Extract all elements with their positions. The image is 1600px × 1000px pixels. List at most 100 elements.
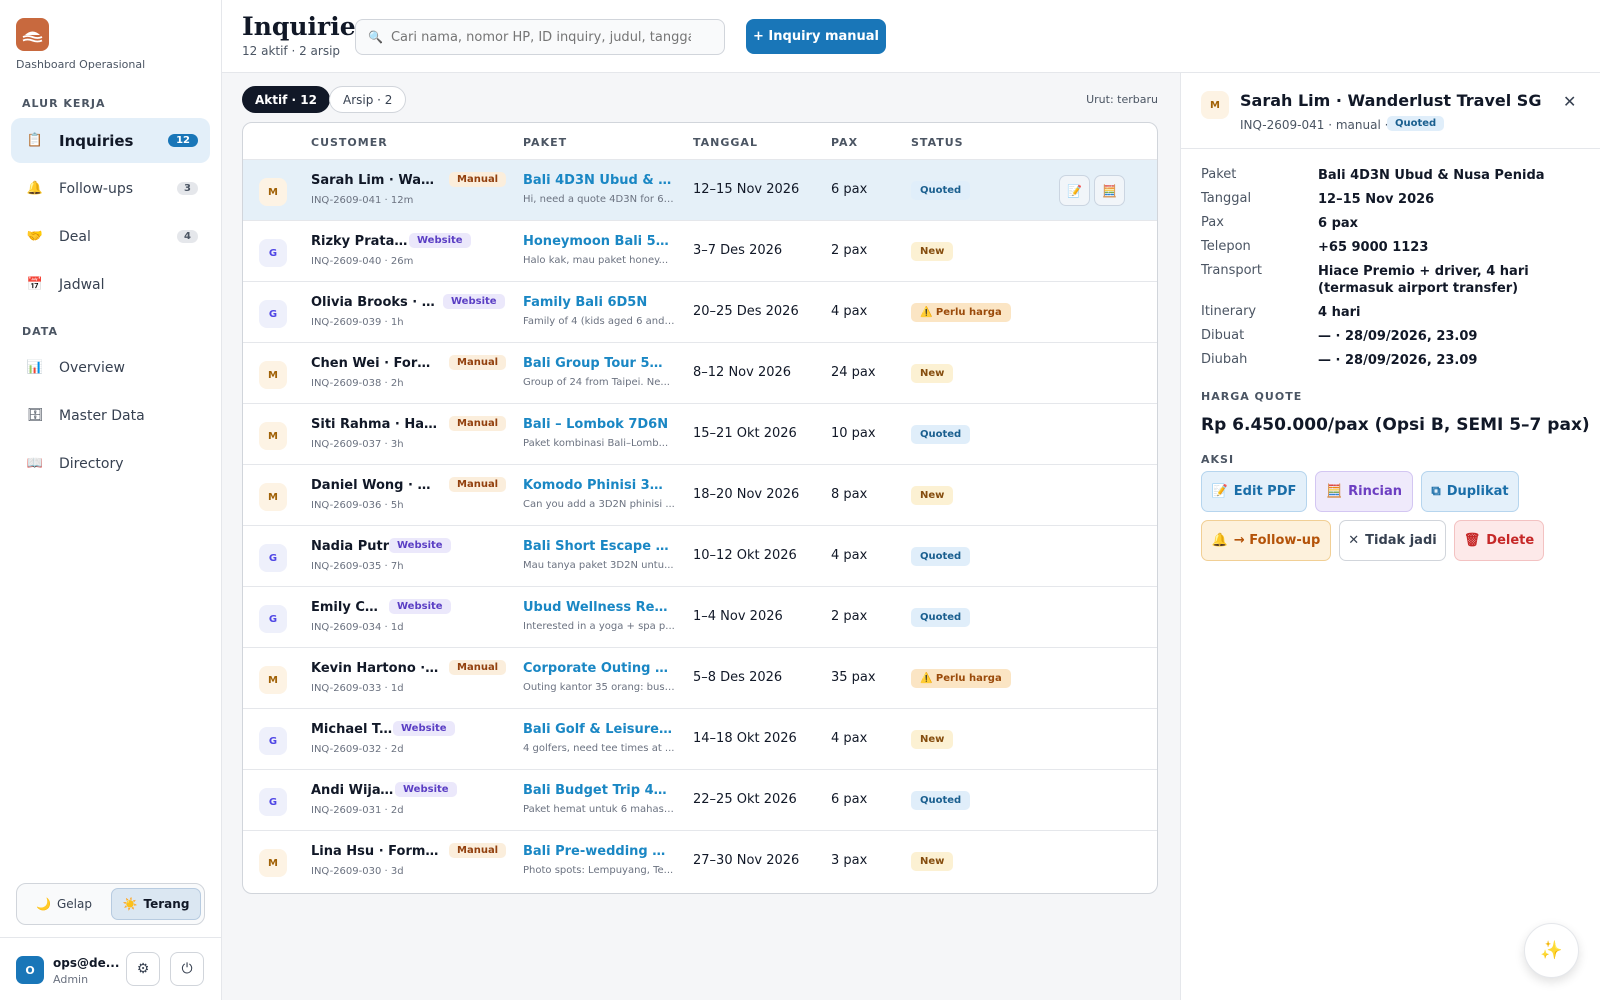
copy-icon: ⧉ [1431,484,1441,499]
follow-up-button[interactable]: 🔔 → Follow-up [1201,520,1331,561]
package-link[interactable]: Komodo Phinisi 3D2N ... [523,478,673,493]
package-link[interactable]: Bali Golf & Leisure 5D4N [523,722,673,737]
sidebar-item-directory[interactable]: 📖 Directory [11,441,210,486]
customer-name: Rizky Pratama [311,234,411,249]
trip-date: 3–7 Des 2026 [693,243,783,258]
table-row[interactable]: M Daniel Wong · Born... Manual INQ-2609-… [243,465,1157,526]
sidebar-item-overview[interactable]: 📊 Overview [11,345,210,390]
package-desc: Family of 4 (kids aged 6 and ... [523,316,675,327]
new-inquiry-button[interactable]: + Inquiry manual [746,19,886,54]
sidebar: Dashboard Operasional ALUR KERJA 📋 Inqui… [0,0,222,1000]
pax-count: 4 pax [831,304,868,319]
price-section-heading: HARGA QUOTE [1201,390,1303,403]
row-edit-pdf-button[interactable]: 📝 [1059,175,1090,206]
detail-avatar: M [1201,91,1229,119]
pax-count: 3 pax [831,853,868,868]
sidebar-item-inquiries[interactable]: 📋 Inquiries 12 [11,118,210,163]
table-row[interactable]: M Lina Hsu · Formosa ... Manual INQ-2609… [243,831,1157,892]
edit-pdf-label: Edit PDF [1233,484,1297,499]
rincian-button[interactable]: 🧮 Rincian [1315,471,1413,512]
customer-name: Siti Rahma · Harmo... [311,417,439,432]
customer-name: Kevin Hartono · Jak... [311,661,439,676]
package-link[interactable]: Bali Pre-wedding Phot... [523,844,673,859]
table-row[interactable]: M Chen Wei · Formos... Manual INQ-2609-0… [243,343,1157,404]
settings-button[interactable]: ⚙ [126,952,160,986]
edit-pdf-button[interactable]: 📝 Edit PDF [1201,471,1307,512]
duplikat-button[interactable]: ⧉ Duplikat [1421,471,1519,512]
package-link[interactable]: Family Bali 6D5N [523,295,648,310]
row-avatar: G [259,239,287,267]
field-value-transport: Hiace Premio + driver, 4 hari (termasuk … [1318,264,1529,296]
package-desc: Outing kantor 35 orang: bus ... [523,682,675,693]
field-label-paket: Paket [1201,167,1237,182]
row-rincian-button[interactable]: 🧮 [1094,175,1125,206]
count-badge: 4 [177,230,198,243]
table-row[interactable]: M Sarah Lim · Wande... Manual INQ-2609-0… [243,160,1157,221]
source-badge: Website [443,294,505,309]
package-desc: Paket kombinasi Bali–Lomb... [523,438,669,449]
package-link[interactable]: Ubud Wellness Retreat ... [523,600,673,615]
package-link[interactable]: Corporate Outing 4D3N [523,661,673,676]
source-badge: Website [393,721,455,736]
sidebar-item-master-data[interactable]: 🗄 Master Data [11,393,210,438]
field-value-tanggal: 12–15 Nov 2026 [1318,192,1435,207]
sidebar-item-follow-ups[interactable]: 🔔 Follow-ups 3 [11,166,210,211]
search-box[interactable]: 🔍 [355,19,725,55]
abacus-icon: 🧮 [1102,183,1117,198]
trip-date: 20–25 Des 2026 [693,304,799,319]
source-badge: Website [389,538,451,553]
inquiry-id: INQ-2609-033 · 1d [311,683,404,694]
close-button[interactable]: ✕ [1563,92,1576,111]
status-badge: Quoted [911,791,971,810]
col-status[interactable]: STATUS [911,136,964,149]
package-link[interactable]: Bali Budget Trip 4D3N [523,783,673,798]
search-input[interactable] [390,29,691,45]
table-row[interactable]: M Siti Rahma · Harmo... Manual INQ-2609-… [243,404,1157,465]
sort-label[interactable]: Urut: terbaru [1086,93,1158,106]
app-logo[interactable] [16,18,49,51]
bell-icon: 🔔 [26,181,44,196]
table-row[interactable]: G Olivia Brooks · Sou... Website INQ-260… [243,282,1157,343]
inquiry-id: INQ-2609-041 · 12m [311,195,414,206]
row-avatar: G [259,605,287,633]
field-label-pax: Pax [1201,215,1224,230]
tab-aktif[interactable]: Aktif · 12 [242,86,330,113]
avatar[interactable]: O [16,956,44,984]
package-link[interactable]: Bali Group Tour 5D4N [523,356,673,371]
table-row[interactable]: G Michael Tan Website INQ-2609-032 · 2d … [243,709,1157,770]
quote-price: Rp 6.450.000/pax (Opsi B, SEMI 5–7 pax) [1201,415,1590,435]
close-icon: ✕ [1563,92,1577,111]
notepad-icon: 📋 [26,133,44,148]
sidebar-item-deal[interactable]: 🤝 Deal 4 [11,214,210,259]
sidebar-item-label: Inquiries [59,131,134,150]
tab-arsip[interactable]: Arsip · 2 [329,86,407,113]
logout-button[interactable]: ⏻ [170,952,204,986]
package-link[interactable]: Bali Short Escape 3D2N [523,539,673,554]
col-customer[interactable]: CUSTOMER [311,136,388,149]
package-desc: Halo kak, mau paket honey... [523,255,669,266]
table-row[interactable]: M Kevin Hartono · Jak... Manual INQ-2609… [243,648,1157,709]
package-link[interactable]: Bali – Lombok 7D6N [523,417,669,432]
package-desc: Mau tanya paket 3D2N untu... [523,560,674,571]
status-badge: New [911,242,954,261]
theme-dark-button[interactable]: 🌙 Gelap [20,888,108,920]
status-badge: Quoted [911,547,971,566]
delete-button[interactable]: 🗑 Delete [1454,520,1544,561]
col-pax[interactable]: PAX [831,136,859,149]
package-link[interactable]: Honeymoon Bali 5D4N [523,234,673,249]
package-link[interactable]: Bali 4D3N Ubud & Nus... [523,173,673,188]
theme-light-button[interactable]: ☀️ Terang [111,888,201,920]
col-date[interactable]: TANGGAL [693,136,758,149]
table-row[interactable]: G Nadia Putri Website INQ-2609-035 · 7h … [243,526,1157,587]
col-package[interactable]: PAKET [523,136,568,149]
tidak-jadi-button[interactable]: ✕ Tidak jadi [1339,520,1446,561]
table-row[interactable]: G Emily Chua Website INQ-2609-034 · 1d U… [243,587,1157,648]
table-row[interactable]: G Rizky Pratama Website INQ-2609-040 · 2… [243,221,1157,282]
sidebar-item-jadwal[interactable]: 📅 Jadwal [11,262,210,307]
inquiry-list-area: Aktif · 12 Arsip · 2 Urut: terbaru CUSTO… [222,73,1180,1000]
inquiry-id: INQ-2609-034 · 1d [311,622,404,633]
user-name: ops@de... [53,956,120,970]
count-badge: 12 [168,134,198,147]
ai-assistant-button[interactable]: ✨ [1524,923,1579,978]
table-row[interactable]: G Andi Wijaya Website INQ-2609-031 · 2d … [243,770,1157,831]
